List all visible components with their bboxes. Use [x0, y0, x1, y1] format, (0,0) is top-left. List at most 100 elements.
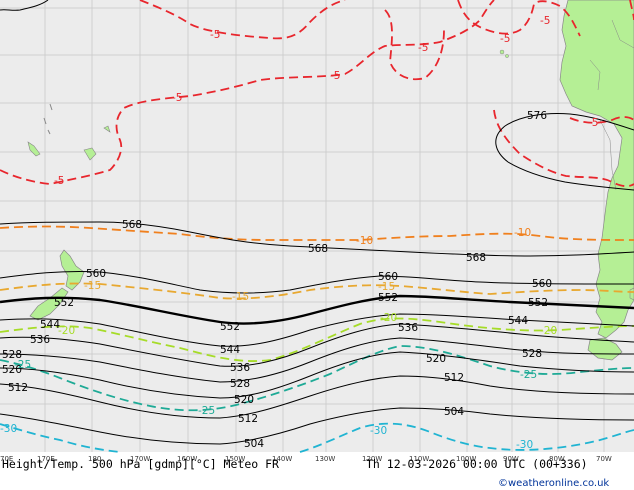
label-minus25: -25: [198, 405, 215, 417]
label-552: 552: [54, 297, 74, 309]
label-minus20: -20: [380, 312, 397, 324]
contour-552: [0, 294, 634, 325]
label-minus5: -5: [210, 29, 220, 41]
lon-label: 90W: [503, 455, 519, 463]
contour-520: [0, 351, 634, 399]
label-504: 504: [444, 406, 464, 418]
label-minus5: -5: [588, 117, 598, 129]
temperature-labels: -5 -5 -5 -5 -5 -5 -5 -5 -10 -10 -15 -15 …: [0, 15, 598, 451]
label-minus15: -15: [232, 291, 249, 303]
lon-label: 130W: [315, 455, 335, 463]
label-528: 528: [2, 349, 22, 361]
credit-link[interactable]: ©weatheronline.co.uk: [498, 478, 609, 489]
lon-label: 170E: [37, 455, 55, 463]
label-536: 536: [398, 322, 418, 334]
new-caledonia: [27, 141, 41, 157]
lon-label: 150W: [225, 455, 245, 463]
isotherm-minus30: [0, 422, 634, 453]
label-520: 520: [2, 364, 22, 376]
isotherm-minus20: [0, 317, 634, 362]
isotherm-minus25: [0, 345, 634, 412]
label-minus5: -5: [540, 15, 550, 27]
lon-label: 70E: [0, 455, 13, 463]
label-568: 568: [466, 252, 486, 264]
lat-lon-grid: [0, 0, 634, 452]
label-576: 576: [527, 110, 547, 122]
contour-576-east: [495, 113, 634, 191]
label-minus5: -5: [500, 33, 510, 45]
height-contours: [0, 0, 634, 445]
new-zealand-south-island: [29, 287, 69, 321]
label-560: 560: [378, 271, 398, 283]
longitude-labels: 70E 170E 180 170W 160W 150W 140W 130W 12…: [0, 455, 612, 463]
label-minus30: -30: [516, 439, 533, 451]
label-minus15: -15: [378, 281, 395, 293]
ocean-background: [0, 0, 634, 452]
contour-544: [0, 313, 634, 347]
label-minus20: -20: [58, 325, 75, 337]
height-labels: 576 568 568 568 560 560 560 552 552 552 …: [2, 110, 552, 450]
label-552: 552: [378, 292, 398, 304]
label-536: 536: [230, 362, 250, 374]
label-560: 560: [532, 278, 552, 290]
label-minus5: -5: [54, 175, 64, 187]
contour-568: [0, 221, 634, 257]
label-minus10: -10: [356, 235, 373, 247]
label-minus20: -20: [540, 325, 557, 337]
lon-label: 70W: [596, 455, 612, 463]
isotherm-minus10: [0, 225, 634, 241]
label-560: 560: [86, 268, 106, 280]
label-512: 512: [444, 372, 464, 384]
label-568: 568: [308, 243, 328, 255]
label-minus30: -30: [370, 425, 387, 437]
label-552: 552: [528, 297, 548, 309]
label-minus30: -30: [0, 423, 17, 435]
label-512: 512: [8, 382, 28, 394]
label-minus25: -25: [520, 369, 537, 381]
contour-576: [0, 0, 49, 11]
contour-536: [0, 323, 634, 367]
contour-560: [0, 270, 634, 294]
label-520: 520: [234, 394, 254, 406]
lon-label: 160W: [177, 455, 197, 463]
label-544: 544: [40, 319, 60, 331]
fiji-islands: [83, 125, 111, 161]
forecast-time: Th 12-03-2026 00:00 UTC (00+336): [366, 457, 588, 471]
label-528: 528: [522, 348, 542, 360]
label-minus15: -15: [84, 280, 101, 292]
label-minus5: -5: [172, 92, 182, 104]
andes-interior-border: [589, 19, 634, 191]
lon-label: 110W: [409, 455, 429, 463]
contour-528: [0, 337, 634, 383]
lon-label: 100W: [456, 455, 476, 463]
contour-512: [0, 375, 634, 419]
label-552: 552: [220, 321, 240, 333]
label-528: 528: [230, 378, 250, 390]
lon-label: 180: [88, 455, 101, 463]
caption-background: [0, 463, 634, 490]
new-zealand-north-island: [59, 249, 85, 291]
vanuatu-islands: [43, 103, 53, 135]
tierra-del-fuego: [587, 337, 623, 361]
falkland-islands: [629, 287, 634, 301]
isotherm-minus15: [0, 282, 634, 300]
label-520: 520: [426, 353, 446, 365]
label-544: 544: [508, 315, 528, 327]
galapagos-island: [499, 49, 505, 55]
label-minus5: -5: [330, 70, 340, 82]
label-minus10: -10: [514, 227, 531, 239]
galapagos-island: [505, 54, 509, 58]
contour-504: [0, 407, 634, 445]
lon-label: 120W: [362, 455, 382, 463]
label-504: 504: [244, 438, 264, 450]
label-minus25: -25: [14, 359, 31, 371]
lon-label: 170W: [130, 455, 150, 463]
lon-label: 140W: [272, 455, 292, 463]
lon-label: 80W: [549, 455, 565, 463]
label-544: 544: [220, 344, 240, 356]
label-minus5: -5: [418, 42, 428, 54]
label-536: 536: [30, 334, 50, 346]
map-title: Height/Temp. 500 hPa [gdmp][°C] Meteo FR: [2, 457, 279, 471]
